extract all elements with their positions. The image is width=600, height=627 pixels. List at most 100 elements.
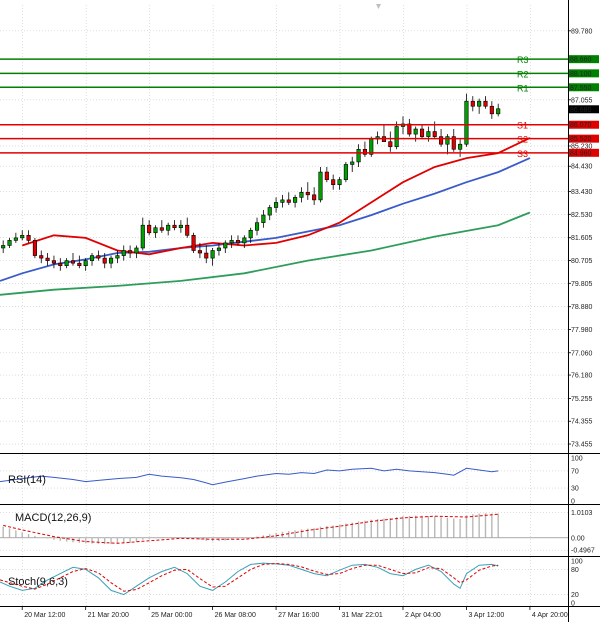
candle-body-13 [83, 260, 88, 267]
price-tick-label-13: 81.605 [571, 235, 593, 242]
date-tick-label-2: 25 Mar 00:00 [151, 612, 192, 619]
candle-body-16 [102, 257, 107, 264]
candle-body-64 [407, 123, 412, 135]
candle-body-30 [191, 235, 196, 251]
level-badge-text-s2: 85.520 [570, 136, 592, 143]
price-tick-label-21: 74.355 [571, 419, 593, 426]
level-label-s1: S1 [517, 121, 528, 131]
candle-body-37 [235, 240, 241, 244]
candle-body-25 [159, 227, 164, 231]
candle-body-47 [299, 191, 304, 198]
price-tick-label-0: 89.780 [571, 28, 593, 35]
candle-body-77 [489, 105, 494, 115]
candle-body-65 [413, 128, 418, 135]
stoch-tick-label-0: 100 [571, 559, 583, 566]
candle-body-70 [445, 136, 450, 145]
candle-body-17 [109, 257, 114, 264]
rsi-tick-label-3: 0 [571, 499, 575, 506]
candle-body-31 [197, 250, 202, 254]
candle-body-48 [305, 191, 310, 196]
candle-body-8 [51, 260, 56, 264]
level-badge-r2 [569, 69, 599, 78]
date-tick-label-6: 2 Apr 04:00 [405, 612, 441, 619]
macd-tick-label-0: 1.0103 [571, 510, 593, 517]
rsi-tick-label-1: 70 [571, 468, 579, 475]
level-badge-s1 [569, 120, 599, 129]
candle-body-74 [470, 100, 475, 107]
level-label-r3: R3 [517, 55, 529, 65]
candle-body-2 [13, 237, 18, 241]
macd-tick-label-1: 0.00 [571, 535, 585, 542]
candle-body-7 [45, 257, 50, 261]
price-tick-label-10: 84.430 [571, 164, 593, 171]
date-tick-label-4: 27 Mar 16:00 [278, 612, 319, 619]
candle-body-21 [134, 247, 139, 254]
candle-body-35 [223, 242, 228, 249]
candle-body-62 [394, 126, 399, 148]
date-tick-label-3: 26 Mar 08:00 [215, 612, 256, 619]
current-price-text: 86.680 [570, 107, 592, 114]
candle-body-23 [147, 224, 152, 234]
candle-body-69 [439, 136, 444, 145]
candle-body-68 [432, 131, 437, 137]
stoch-tick-label-3: 0 [571, 601, 575, 608]
rsi-tick-label-2: 30 [571, 486, 579, 493]
level-label-r2: R2 [517, 69, 529, 79]
price-tick-label-17: 77.980 [571, 327, 593, 334]
candle-body-0 [1, 245, 6, 249]
level-badge-s3 [569, 148, 599, 157]
price-tick-label-22: 73.455 [571, 442, 593, 449]
level-badge-r3 [569, 55, 599, 64]
candle-body-24 [153, 227, 158, 234]
candle-body-14 [89, 255, 95, 261]
candle-body-45 [286, 199, 291, 203]
stoch-tick-label-1: 80 [571, 567, 579, 574]
stoch-tick-label-2: 20 [571, 592, 579, 599]
candle-body-53 [337, 179, 342, 186]
candle-body-41 [261, 214, 266, 223]
price-tick-label-8: 85.230 [571, 143, 593, 150]
level-badge-text-s1: 86.070 [570, 122, 592, 129]
candle-body-75 [477, 100, 482, 107]
candle-body-52 [331, 179, 336, 186]
candle-body-28 [178, 224, 183, 229]
candle-body-34 [216, 247, 221, 251]
candle-body-20 [128, 250, 133, 254]
price-tick-label-15: 79.805 [571, 281, 593, 288]
date-tick-label-8: 4 Apr 20:00 [532, 612, 568, 619]
candle-body-43 [274, 202, 279, 208]
stoch-d-line [0, 562, 499, 592]
candle-body-22 [140, 224, 145, 249]
candle-body-78 [496, 108, 501, 115]
candle-body-3 [20, 235, 25, 239]
level-label-s2: S2 [517, 135, 528, 145]
ma-mid-line [0, 157, 531, 282]
candle-body-10 [64, 260, 69, 267]
level-badge-s2 [569, 134, 599, 143]
candle-body-4 [26, 235, 31, 241]
candle-body-44 [280, 199, 285, 203]
candle-body-71 [451, 136, 456, 150]
candle-body-72 [458, 143, 463, 150]
candle-body-55 [350, 161, 355, 165]
candle-body-15 [96, 255, 101, 259]
candle-body-27 [172, 224, 177, 229]
candle-body-50 [318, 171, 323, 201]
candle-body-46 [293, 197, 298, 203]
candle-body-12 [77, 262, 82, 267]
level-badge-text-s3: 84.960 [570, 150, 592, 157]
candle-body-39 [248, 229, 253, 239]
candle-body-29 [185, 224, 190, 236]
candle-body-33 [210, 250, 215, 259]
candle-body-40 [254, 222, 260, 231]
stoch-k-line [0, 562, 499, 596]
candle-body-5 [32, 240, 37, 256]
candle-body-67 [426, 131, 431, 137]
price-tick-label-11: 83.430 [571, 189, 593, 196]
candle-body-58 [369, 138, 374, 155]
level-badge-text-r3: 88.660 [570, 57, 592, 64]
candle-body-11 [70, 260, 76, 264]
candle-body-66 [419, 128, 425, 137]
